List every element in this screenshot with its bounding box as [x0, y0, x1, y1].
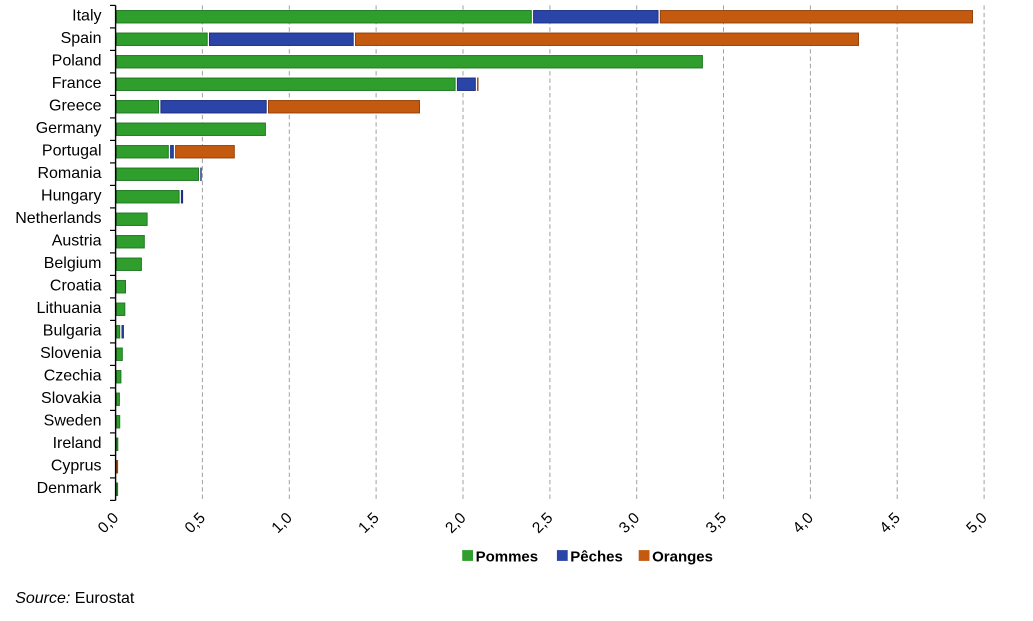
svg-text:Slovenia: Slovenia	[40, 345, 101, 362]
svg-text:Italy: Italy	[72, 8, 101, 25]
svg-text:Lithuania: Lithuania	[37, 300, 102, 317]
svg-text:Source: Eurostat: Source: Eurostat	[15, 590, 135, 607]
svg-text:Austria: Austria	[52, 233, 102, 250]
svg-text:Belgium: Belgium	[44, 255, 102, 272]
svg-text:Spain: Spain	[61, 30, 102, 47]
svg-text:Cyprus: Cyprus	[51, 458, 102, 475]
svg-text:Hungary: Hungary	[41, 188, 101, 205]
svg-text:Pommes: Pommes	[476, 548, 539, 565]
svg-text:Ireland: Ireland	[53, 435, 102, 452]
svg-text:Croatia: Croatia	[50, 278, 102, 295]
svg-text:Portugal: Portugal	[42, 143, 102, 160]
svg-text:Romania: Romania	[37, 165, 101, 182]
svg-text:Slovakia: Slovakia	[41, 390, 102, 407]
svg-text:Czechia: Czechia	[44, 368, 102, 385]
svg-text:Bulgaria: Bulgaria	[43, 323, 102, 340]
svg-text:France: France	[52, 75, 102, 92]
svg-text:Netherlands: Netherlands	[15, 210, 101, 227]
svg-text:Oranges: Oranges	[652, 548, 713, 565]
svg-text:Poland: Poland	[52, 53, 102, 70]
svg-text:Pêches: Pêches	[570, 548, 623, 565]
svg-text:Greece: Greece	[49, 98, 102, 115]
svg-text:Sweden: Sweden	[44, 413, 102, 430]
svg-text:Denmark: Denmark	[37, 480, 103, 497]
svg-text:Germany: Germany	[36, 120, 102, 137]
